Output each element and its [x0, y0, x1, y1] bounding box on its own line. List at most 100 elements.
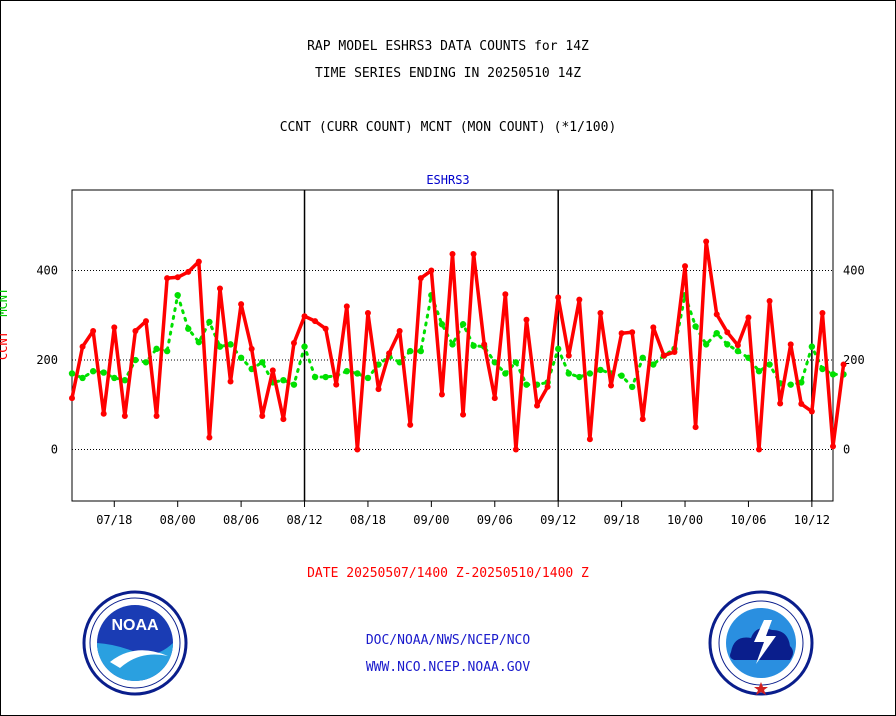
x-tick-label-2: 08/06: [223, 513, 259, 527]
chart-title-line2: TIME SERIES ENDING IN 20250510 14Z: [314, 66, 582, 81]
nws-logo: [708, 590, 814, 696]
x-tick-label-9: 10/00: [667, 513, 703, 527]
point-ccnt-42: [512, 446, 519, 453]
point-mcnt-28: [364, 374, 372, 382]
point-ccnt-6: [132, 327, 139, 334]
point-ccnt-62: [724, 329, 731, 336]
point-ccnt-21: [290, 340, 297, 347]
point-ccnt-53: [629, 329, 636, 336]
x-tick-label-3: 08/12: [286, 513, 322, 527]
point-mcnt-43: [523, 381, 530, 388]
svg-text:NOAA: NOAA: [111, 617, 159, 634]
point-ccnt-35: [438, 391, 445, 398]
plot-area: [71, 189, 834, 502]
point-mcnt-40: [491, 359, 498, 366]
point-mcnt-59: [692, 323, 699, 330]
point-ccnt-16: [238, 301, 245, 308]
x-tick-label-4: 08/18: [350, 513, 386, 527]
point-ccnt-67: [777, 400, 784, 407]
x-tick-label-1: 08/00: [160, 513, 196, 527]
point-mcnt-33: [417, 347, 424, 355]
point-ccnt-17: [248, 345, 255, 352]
point-mcnt-60: [702, 341, 710, 348]
x-tick-label-6: 09/06: [477, 513, 513, 527]
point-mcnt-11: [185, 325, 192, 332]
footer-url[interactable]: WWW.NCO.NCEP.NOAA.GOV: [365, 660, 531, 675]
point-mcnt-66: [766, 361, 773, 368]
point-ccnt-50: [597, 310, 604, 317]
chart-title-line3: CCNT (CURR COUNT) MCNT (MON COUNT) (*1/1…: [279, 120, 617, 135]
point-mcnt-6: [132, 356, 139, 364]
point-mcnt-16: [237, 354, 245, 362]
point-ccnt-15: [227, 378, 234, 385]
point-ccnt-40: [491, 395, 498, 402]
point-mcnt-8: [153, 345, 160, 353]
point-mcnt-47: [565, 370, 572, 377]
point-mcnt-26: [343, 368, 351, 375]
point-ccnt-51: [608, 382, 615, 389]
point-ccnt-10: [174, 274, 181, 281]
point-mcnt-52: [618, 372, 625, 379]
point-mcnt-48: [576, 373, 583, 381]
point-ccnt-3: [100, 410, 107, 417]
point-mcnt-63: [734, 347, 742, 355]
y-tick-left-200: 200: [36, 353, 58, 367]
point-ccnt-11: [185, 268, 192, 275]
y-tick-right-200: 200: [843, 353, 865, 367]
point-mcnt-70: [808, 343, 816, 350]
point-mcnt-35: [438, 321, 446, 328]
point-mcnt-53: [628, 383, 636, 391]
point-mcnt-61: [713, 329, 720, 337]
point-ccnt-48: [576, 296, 583, 303]
point-ccnt-9: [164, 275, 171, 282]
point-ccnt-8: [153, 412, 160, 419]
point-ccnt-72: [830, 443, 836, 450]
x-tick-label-7: 09/12: [540, 513, 576, 527]
point-mcnt-23: [311, 373, 319, 381]
x-tick-label-5: 09/00: [413, 513, 449, 527]
point-mcnt-37: [459, 321, 467, 328]
point-ccnt-55: [650, 324, 657, 331]
point-ccnt-27: [354, 446, 361, 453]
point-mcnt-22: [301, 343, 308, 350]
point-ccnt-14: [216, 285, 223, 292]
point-mcnt-68: [787, 381, 794, 388]
point-mcnt-41: [502, 370, 509, 377]
point-ccnt-5: [121, 412, 128, 419]
point-ccnt-71: [819, 310, 826, 317]
point-ccnt-1: [79, 343, 86, 350]
point-ccnt-58: [682, 263, 689, 270]
point-ccnt-7: [142, 318, 149, 325]
x-tick-label-8: 09/18: [604, 513, 640, 527]
point-mcnt-69: [798, 379, 805, 386]
point-mcnt-38: [470, 342, 477, 349]
point-mcnt-1: [79, 374, 86, 382]
date-range: DATE 20250507/1400 Z-20250510/1400 Z: [307, 566, 589, 581]
point-ccnt-0: [69, 395, 75, 402]
point-mcnt-13: [206, 318, 213, 326]
point-mcnt-71: [819, 365, 826, 373]
point-ccnt-33: [417, 275, 424, 282]
point-ccnt-37: [460, 411, 467, 418]
point-ccnt-23: [312, 318, 319, 325]
noaa-logo: NOAA: [82, 590, 188, 696]
y-tick-right-0: 0: [843, 443, 850, 457]
point-mcnt-7: [142, 359, 150, 366]
point-ccnt-61: [713, 311, 720, 318]
point-ccnt-20: [280, 416, 287, 423]
point-ccnt-39: [481, 341, 488, 348]
point-mcnt-15: [227, 341, 234, 348]
point-ccnt-34: [428, 267, 435, 274]
point-ccnt-59: [692, 424, 699, 431]
point-mcnt-20: [280, 376, 287, 384]
x-tick-label-0: 07/18: [96, 513, 132, 527]
series-line-ccnt: [70, 239, 846, 452]
point-mcnt-3: [100, 369, 107, 376]
panel-title: ESHRS3: [426, 173, 470, 187]
point-ccnt-26: [343, 303, 350, 310]
point-mcnt-65: [755, 368, 763, 375]
point-ccnt-29: [375, 386, 382, 393]
point-mcnt-14: [216, 343, 224, 350]
point-ccnt-12: [195, 258, 202, 265]
